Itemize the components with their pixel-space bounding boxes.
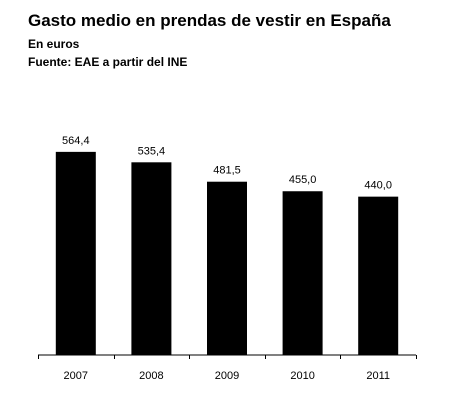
bar-2009 bbox=[207, 181, 247, 355]
bar-value-label-2007: 564,4 bbox=[62, 135, 90, 147]
chart-unit-label: En euros bbox=[28, 37, 80, 51]
x-tick-label-2008: 2008 bbox=[139, 370, 163, 382]
bar-value-label-2011: 440,0 bbox=[364, 180, 392, 192]
x-tick-label-2007: 2007 bbox=[64, 370, 88, 382]
bar-value-label-2008: 535,4 bbox=[138, 145, 166, 157]
bar-2010 bbox=[282, 191, 323, 355]
x-axis: 2007 2008 2009 2010 2011 bbox=[38, 354, 417, 382]
bar-2007 bbox=[55, 151, 96, 355]
chart-title: Gasto medio en prendas de vestir en Espa… bbox=[28, 11, 391, 30]
bar-2011 bbox=[358, 196, 399, 355]
bar-value-label-2010: 455,0 bbox=[289, 174, 317, 186]
bar-value-label-2009: 481,5 bbox=[213, 165, 241, 177]
chart-source: Fuente: EAE a partir del INE bbox=[28, 55, 188, 69]
bars-layer: 564,4 535,4 481,5 455,0 440,0 bbox=[55, 135, 399, 355]
x-tick-label-2009: 2009 bbox=[215, 370, 239, 382]
x-tick-label-2011: 2011 bbox=[366, 370, 390, 382]
bar-2008 bbox=[131, 162, 172, 355]
x-tick-label-2010: 2010 bbox=[290, 370, 314, 382]
